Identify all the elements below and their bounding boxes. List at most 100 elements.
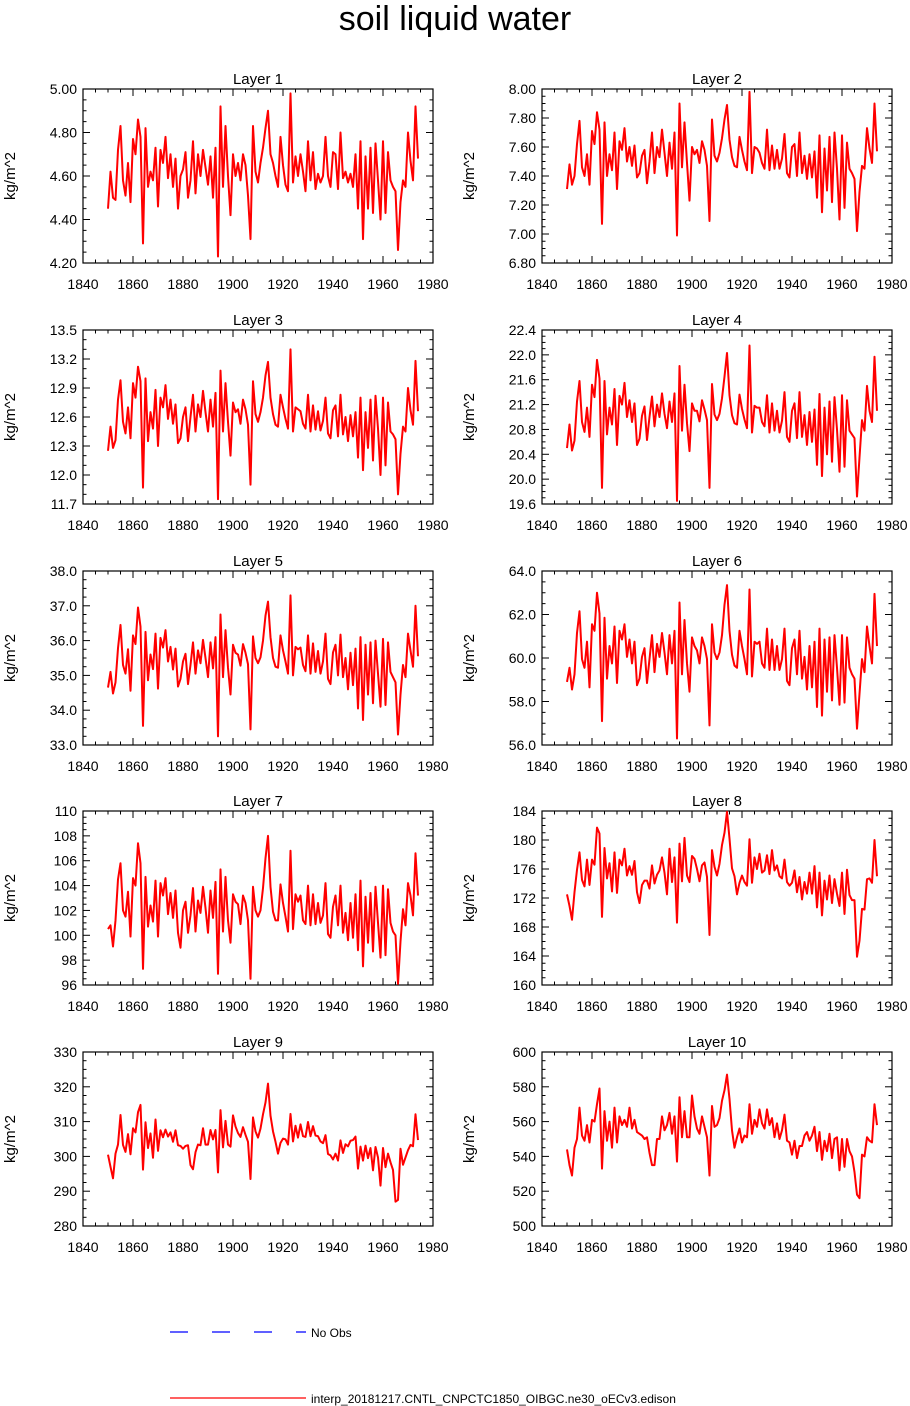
legend: No Obs interp_20181217.CNTL_CNPCTC1850_O… xyxy=(170,1326,676,1406)
x-tick-label: 1840 xyxy=(67,276,98,292)
y-tick-label: 96 xyxy=(61,977,77,993)
x-tick-label: 1840 xyxy=(67,758,98,774)
y-tick-label: 104 xyxy=(54,878,78,894)
x-tick-label: 1960 xyxy=(826,1239,857,1255)
y-tick-label: 7.60 xyxy=(509,139,536,155)
x-tick-label: 1980 xyxy=(876,758,907,774)
x-tick-label: 1940 xyxy=(317,276,348,292)
panels: Layer 1 kg/m^2 1840 1860 1880 1900 1920 1940 196… xyxy=(2,71,908,1255)
x-tick-label: 1880 xyxy=(626,276,657,292)
y-tick-label: 520 xyxy=(513,1183,537,1199)
x-tick-label: 1840 xyxy=(526,998,557,1014)
x-tick-label: 1900 xyxy=(217,276,248,292)
x-tick-label: 1960 xyxy=(826,998,857,1014)
plot-frame xyxy=(541,1051,893,1227)
y-tick-label: 20.0 xyxy=(509,471,536,487)
y-axis-label: kg/m^2 xyxy=(2,634,19,682)
x-tick-label: 1960 xyxy=(367,998,398,1014)
panel-layer-9: Layer 9 kg/m^2 1840 1860 1880 1900 1920 1940 196… xyxy=(2,1034,449,1255)
x-tick-label: 1900 xyxy=(676,276,707,292)
y-tick-label: 22.4 xyxy=(509,322,536,338)
x-tick-label: 1860 xyxy=(576,517,607,533)
x-tick-label: 1900 xyxy=(217,1239,248,1255)
panel-layer-4: Layer 4 kg/m^2 1840 1860 1880 1900 1920 1940 196… xyxy=(461,312,908,533)
series-line xyxy=(107,92,419,258)
y-tick-label: 38.0 xyxy=(50,563,77,579)
x-tick-label: 1920 xyxy=(267,998,298,1014)
y-tick-label: 11.7 xyxy=(51,496,77,512)
y-tick-label: 180 xyxy=(513,832,537,848)
panel-title: Layer 4 xyxy=(692,312,742,329)
x-tick-label: 1840 xyxy=(67,998,98,1014)
x-tick-label: 1900 xyxy=(217,758,248,774)
x-tick-label: 1860 xyxy=(117,998,148,1014)
series-line xyxy=(566,584,878,740)
y-tick-label: 310 xyxy=(54,1114,78,1130)
panel-title: Layer 8 xyxy=(692,793,742,810)
x-tick-label: 1860 xyxy=(117,276,148,292)
x-tick-label: 1980 xyxy=(417,1239,448,1255)
x-tick-label: 1860 xyxy=(576,1239,607,1255)
x-tick-label: 1960 xyxy=(826,758,857,774)
x-tick-label: 1840 xyxy=(526,1239,557,1255)
y-tick-label: 580 xyxy=(513,1079,537,1095)
y-tick-label: 300 xyxy=(54,1148,78,1164)
y-tick-label: 7.80 xyxy=(509,110,536,126)
panel-layer-10: Layer 10 kg/m^2 1840 1860 1880 1900 1920 1940 19… xyxy=(461,1034,908,1255)
y-tick-label: 6.80 xyxy=(509,255,536,271)
y-tick-label: 13.5 xyxy=(50,322,77,338)
y-tick-label: 560 xyxy=(513,1114,537,1130)
series-line xyxy=(566,90,878,237)
y-tick-label: 164 xyxy=(513,948,537,964)
x-tick-label: 1840 xyxy=(67,1239,98,1255)
x-tick-label: 1940 xyxy=(317,758,348,774)
x-tick-label: 1980 xyxy=(876,1239,907,1255)
legend-label-no-obs: No Obs xyxy=(311,1326,352,1340)
series-line xyxy=(107,594,419,738)
x-tick-label: 1900 xyxy=(676,517,707,533)
y-tick-label: 56.0 xyxy=(509,737,536,753)
legend-label-model: interp_20181217.CNTL_CNPCTC1850_OIBGC.ne… xyxy=(311,1392,676,1406)
panel-layer-2: Layer 2 kg/m^2 1840 1860 1880 1900 1920 1940 196… xyxy=(461,71,908,292)
panel-layer-8: Layer 8 kg/m^2 1840 1860 1880 1900 1920 1940 196… xyxy=(461,793,908,1014)
x-tick-label: 1920 xyxy=(726,758,757,774)
panel-title: Layer 7 xyxy=(233,793,283,810)
x-tick-label: 1980 xyxy=(417,276,448,292)
x-tick-label: 1940 xyxy=(776,1239,807,1255)
y-tick-label: 5.00 xyxy=(50,81,77,97)
plot-frame xyxy=(82,1051,434,1227)
y-tick-label: 62.0 xyxy=(509,607,536,623)
panel-layer-6: Layer 6 kg/m^2 1840 1860 1880 1900 1920 1940 196… xyxy=(461,553,908,774)
x-tick-label: 1880 xyxy=(167,276,198,292)
series-line xyxy=(107,1082,419,1203)
x-tick-label: 1880 xyxy=(167,517,198,533)
y-tick-label: 21.2 xyxy=(509,397,536,413)
x-tick-label: 1840 xyxy=(526,758,557,774)
x-tick-label: 1920 xyxy=(267,276,298,292)
y-axis-label: kg/m^2 xyxy=(461,634,478,682)
x-tick-label: 1920 xyxy=(267,517,298,533)
x-tick-label: 1960 xyxy=(367,517,398,533)
y-tick-label: 280 xyxy=(54,1218,78,1234)
plot-frame xyxy=(541,88,893,264)
x-tick-label: 1920 xyxy=(267,1239,298,1255)
y-tick-label: 540 xyxy=(513,1148,537,1164)
figure-title: soil liquid water xyxy=(339,0,571,38)
x-tick-label: 1980 xyxy=(876,998,907,1014)
y-tick-label: 7.40 xyxy=(509,168,536,184)
y-tick-label: 60.0 xyxy=(509,650,536,666)
y-tick-label: 98 xyxy=(61,952,77,968)
y-axis-label: kg/m^2 xyxy=(2,393,19,441)
y-tick-label: 600 xyxy=(513,1044,537,1060)
x-tick-label: 1880 xyxy=(626,517,657,533)
panel-title: Layer 9 xyxy=(233,1034,283,1051)
x-tick-label: 1860 xyxy=(117,758,148,774)
panel-title: Layer 1 xyxy=(233,71,283,88)
y-tick-label: 160 xyxy=(513,977,537,993)
x-tick-label: 1880 xyxy=(626,1239,657,1255)
y-tick-label: 184 xyxy=(513,803,537,819)
panel-title: Layer 6 xyxy=(692,553,742,570)
y-tick-label: 500 xyxy=(513,1218,537,1234)
y-tick-label: 22.0 xyxy=(509,347,536,363)
